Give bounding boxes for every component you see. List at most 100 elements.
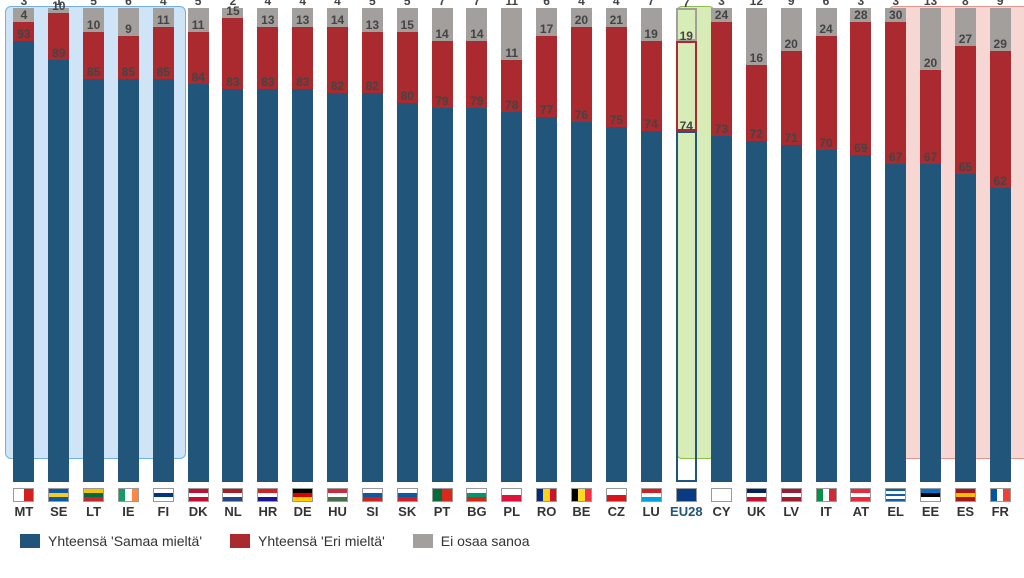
bar-segment: 77 [536,117,557,482]
bar-value-label: 11 [505,46,518,98]
bar-segment: 73 [711,136,732,482]
bar-value-label: 89 [52,46,65,468]
bar-segment: 65 [955,174,976,482]
bar-value-label: 79 [470,94,483,468]
country-code: EU28 [670,504,703,519]
bar-value-label: 19 [644,27,657,117]
legend: Yhteensä 'Samaa mieltä' Yhteensä 'Eri mi… [0,523,1024,557]
country-column: 71974EU28 [670,8,703,519]
bar-value-label: 6 [125,0,132,22]
bar-value-label: 4 [264,0,271,13]
country-column: 21583NL [217,8,249,519]
bar-value-label: 70 [819,136,832,468]
bar-value-label: 72 [750,127,763,468]
country-column: 33067EL [880,8,912,519]
flag-icon [188,488,209,502]
bar-value-label: 85 [87,65,100,468]
bar-value-label: 93 [17,27,30,468]
bar-segment: 85 [83,79,104,482]
bar-value-label: 20 [784,37,797,132]
bar-segment: 93 [13,41,34,482]
bar-value-label: 9 [997,0,1004,37]
flag-icon [990,488,1011,502]
bar-value-label: 30 [889,8,902,150]
country-column: 92071LV [775,8,807,519]
bar-value-label: 9 [788,0,795,37]
flag-icon [711,488,732,502]
bar-segment: 69 [850,155,871,482]
bar-segment: 85 [153,79,174,482]
flag-icon [606,488,627,502]
bar-segment: 67 [920,164,941,482]
bar-segment: 76 [571,122,592,482]
country-column: 51184DK [182,8,214,519]
bar-value-label: 4 [613,0,620,13]
bar-segment: 24 [816,36,837,150]
country-column: 32473CY [706,8,738,519]
bar-value-label: 5 [369,0,376,18]
bar-value-label: 20 [924,56,937,151]
bar-value-label: 15 [401,18,414,89]
bar-value-label: 79 [435,94,448,468]
country-code: PL [503,504,520,519]
country-code: PT [434,504,451,519]
flag-icon [571,488,592,502]
bar-segment: 83 [257,89,278,482]
country-code: DE [294,504,312,519]
bar-value-label: 83 [296,75,309,468]
bar-value-label: 76 [575,108,588,468]
bar-segment: 82 [327,93,348,482]
flag-icon [48,488,69,502]
bar-value-label: 67 [889,150,902,468]
country-column: 111178PL [496,8,528,519]
flag-icon [536,488,557,502]
bar-value-label: 13 [924,0,937,56]
bar-value-label: 3 [892,0,899,8]
country-code: HU [328,504,347,519]
bar-value-label: 82 [331,79,344,468]
country-column: 71479PT [426,8,458,519]
bar-segment: 85 [118,79,139,482]
bar-segment: 19 [676,41,697,131]
country-code: BE [572,504,590,519]
flag-icon [327,488,348,502]
bar-segment: 80 [397,103,418,482]
flag-icon [746,488,767,502]
bar-segment: 89 [48,60,69,482]
bar-value-label: 83 [261,75,274,468]
country-code: LT [86,504,101,519]
flag-icon [83,488,104,502]
flag-icon [850,488,871,502]
country-column: 61777RO [531,8,563,519]
country-code: ES [957,504,974,519]
bar-segment: 27 [955,46,976,174]
flag-icon [13,488,34,502]
country-code: DK [189,504,208,519]
bar-value-label: 14 [331,13,344,79]
flag-icon [816,488,837,502]
bar-value-label: 14 [470,27,483,93]
bar-value-label: 74 [680,119,693,466]
flag-icon [676,488,697,502]
country-column: 51382SI [356,8,388,519]
bar-value-label: 13 [366,18,379,80]
country-code: SK [398,504,416,519]
bar-segment: 67 [885,164,906,482]
bar-segment: 74 [641,131,662,482]
bar-value-label: 28 [854,8,867,141]
country-column: 6985IE [113,8,145,519]
country-code: SI [366,504,378,519]
country-code: BG [467,504,487,519]
flag-icon [781,488,802,502]
bar-value-label: 14 [435,27,448,93]
country-column: 132067EE [915,8,947,519]
flag-icon [397,488,418,502]
bar-value-label: 27 [959,32,972,160]
bar-segment: 28 [850,22,871,155]
country-column: 11089SE [43,8,75,519]
flag-icon [885,488,906,502]
bar-segment: 75 [606,127,627,483]
flag-icon [222,488,243,502]
country-code: IT [820,504,832,519]
bar-value-label: 24 [819,22,832,136]
